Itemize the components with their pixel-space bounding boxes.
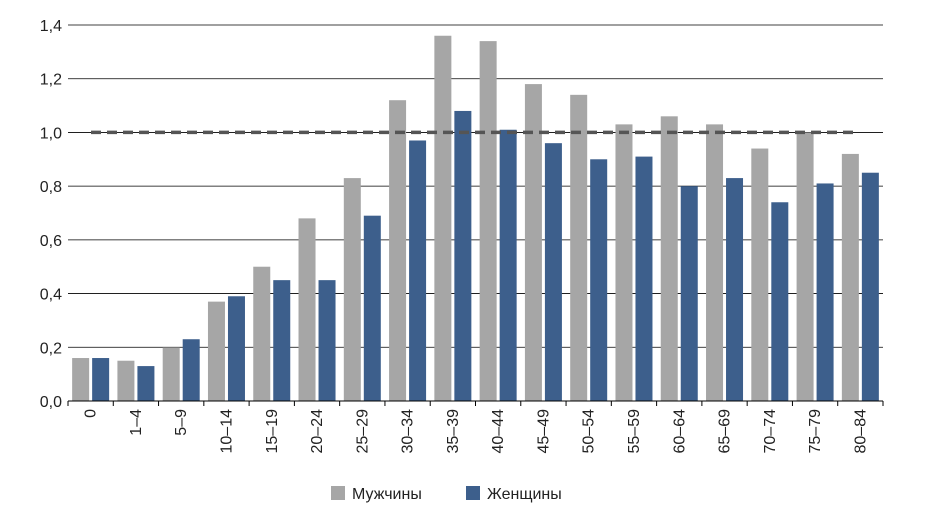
bar-men-17	[841, 153, 859, 401]
legend: Мужчины Женщины	[331, 486, 562, 503]
bar-women-13	[680, 186, 698, 401]
bar-men-9	[479, 41, 497, 401]
bar-men-11	[570, 94, 588, 401]
bar-men-5	[298, 218, 316, 401]
bar-men-10	[524, 84, 542, 401]
bar-men-6	[343, 178, 361, 401]
x-tick-label: 30–34	[400, 409, 417, 454]
legend-label-women: Женщины	[487, 486, 562, 503]
bar-men-15	[751, 148, 769, 401]
bar-women-16	[816, 183, 834, 401]
bar-men-14	[706, 124, 724, 401]
x-tick-label: 35–39	[445, 409, 462, 454]
x-tick-label: 25–29	[354, 409, 371, 454]
bar-women-12	[635, 156, 653, 401]
bar-men-7	[389, 100, 407, 401]
legend-swatch-women	[466, 486, 480, 500]
bar-men-4	[253, 266, 271, 401]
bar-women-5	[318, 280, 336, 401]
y-tick-label: 0,8	[40, 179, 62, 196]
y-tick-label: 0,2	[40, 340, 62, 357]
x-axis	[67, 400, 884, 406]
bar-women-9	[499, 129, 517, 401]
x-tick-label: 75–79	[807, 409, 824, 454]
bar-women-0	[92, 358, 110, 401]
x-axis-ticks: 0 1–4 5–9 10–14 15–19 20–24 25–29 30–34 35–39 40–…	[83, 409, 870, 454]
x-tick-label: 45–49	[535, 409, 552, 454]
y-tick-label: 0,4	[40, 287, 62, 304]
x-tick-label: 10–14	[218, 409, 235, 454]
bar-women-2	[182, 339, 200, 401]
bar-men-2	[162, 347, 180, 401]
y-axis-ticks: 0,0 0,2 0,4 0,6 0,8 1,0 1,2 1,4	[40, 18, 62, 411]
y-tick-label: 0,6	[40, 233, 62, 250]
bar-women-11	[590, 159, 608, 401]
x-tick-label: 15–19	[264, 409, 281, 454]
bar-men-12	[615, 124, 633, 401]
x-tick-label: 5–9	[173, 409, 190, 436]
bar-women-10	[544, 143, 562, 401]
bar-men-13	[660, 116, 678, 402]
bar-women-8	[454, 110, 472, 401]
x-tick-label: 80–84	[852, 409, 869, 454]
y-tick-label: 1,2	[40, 72, 62, 89]
x-tick-label: 40–44	[490, 409, 507, 454]
x-tick-label: 60–64	[671, 409, 688, 454]
bar-men-3	[207, 301, 225, 401]
bar-women-17	[861, 172, 879, 401]
x-tick-label: 20–24	[309, 409, 326, 454]
bar-women-14	[726, 178, 744, 401]
x-tick-label: 65–69	[717, 409, 734, 454]
y-tick-label: 1,0	[40, 125, 62, 142]
legend-label-men: Мужчины	[352, 486, 422, 503]
bar-men-16	[796, 132, 814, 401]
x-tick-label: 50–54	[581, 409, 598, 454]
bar-women-15	[771, 202, 789, 401]
x-tick-label: 0	[83, 409, 100, 418]
bar-men-8	[434, 35, 452, 401]
bar-women-7	[409, 140, 427, 401]
bar-men-1	[117, 360, 135, 401]
bar-women-6	[363, 215, 381, 401]
x-tick-label: 1–4	[128, 409, 145, 436]
y-tick-label: 1,4	[40, 18, 62, 35]
bar-women-4	[273, 280, 291, 401]
bar-women-1	[137, 366, 155, 401]
x-tick-label: 70–74	[762, 409, 779, 454]
y-tick-label: 0,0	[40, 394, 62, 411]
bar-women-3	[227, 296, 245, 401]
legend-swatch-men	[331, 486, 345, 500]
bar-men-0	[72, 358, 90, 401]
bars	[72, 35, 879, 402]
x-tick-label: 55–59	[626, 409, 643, 454]
